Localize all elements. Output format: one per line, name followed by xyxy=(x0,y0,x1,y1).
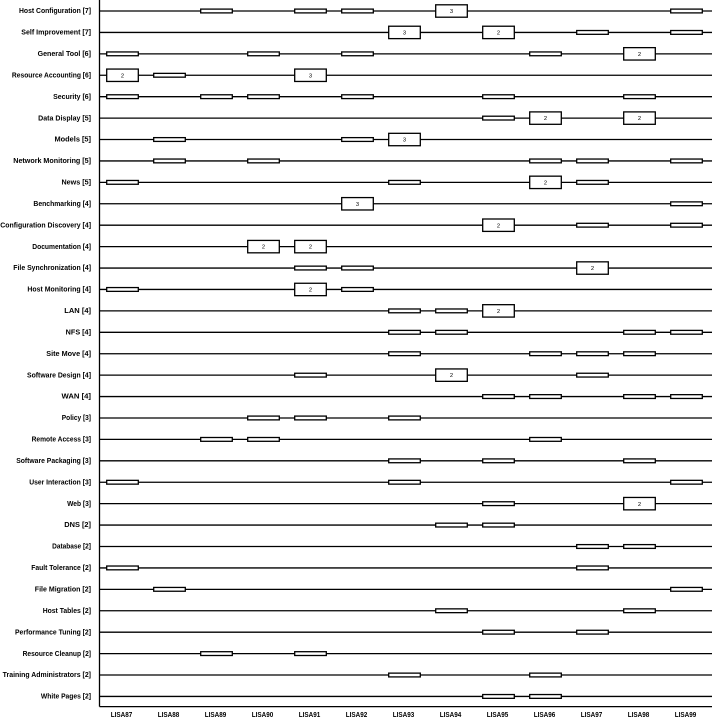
svg-text:2: 2 xyxy=(638,502,641,508)
svg-text:LISA90: LISA90 xyxy=(252,712,274,719)
svg-text:2: 2 xyxy=(262,245,265,251)
svg-text:LISA98: LISA98 xyxy=(628,712,650,719)
svg-text:2: 2 xyxy=(309,288,312,294)
svg-text:LISA88: LISA88 xyxy=(158,712,180,719)
svg-text:LAN [4]: LAN [4] xyxy=(64,308,91,315)
svg-text:Documentation [4]: Documentation [4] xyxy=(32,244,91,251)
svg-text:Host Monitoring [4]: Host Monitoring [4] xyxy=(27,287,91,294)
svg-text:LISA92: LISA92 xyxy=(346,712,368,719)
svg-text:Models [5]: Models [5] xyxy=(55,137,92,144)
svg-text:Remote Access [3]: Remote Access [3] xyxy=(32,437,91,444)
svg-text:2: 2 xyxy=(497,309,500,315)
svg-text:LISA91: LISA91 xyxy=(299,712,321,719)
svg-text:2: 2 xyxy=(450,373,453,379)
svg-text:2: 2 xyxy=(544,180,547,186)
svg-text:Self Improvement [7]: Self Improvement [7] xyxy=(21,30,91,37)
svg-text:LISA93: LISA93 xyxy=(393,712,415,719)
svg-text:Software Design [4]: Software Design [4] xyxy=(27,372,91,379)
svg-text:Security [6]: Security [6] xyxy=(53,94,91,101)
svg-text:Data Display [5]: Data Display [5] xyxy=(38,115,91,122)
svg-text:Benchmarking [4]: Benchmarking [4] xyxy=(33,201,91,208)
svg-text:User Interaction [3]: User Interaction [3] xyxy=(29,479,91,486)
svg-text:File Migration [2]: File Migration [2] xyxy=(35,586,91,593)
svg-text:LISA87: LISA87 xyxy=(111,712,133,719)
svg-text:DNS [2]: DNS [2] xyxy=(64,522,91,529)
svg-text:LISA89: LISA89 xyxy=(205,712,227,719)
svg-text:3: 3 xyxy=(309,73,312,79)
svg-text:2: 2 xyxy=(497,223,500,229)
svg-text:3: 3 xyxy=(356,202,359,208)
svg-text:LISA94: LISA94 xyxy=(440,712,462,719)
svg-text:LISA95: LISA95 xyxy=(487,712,509,719)
svg-text:LISA99: LISA99 xyxy=(675,712,697,719)
svg-text:Performance Tuning [2]: Performance Tuning [2] xyxy=(15,629,91,636)
svg-text:Configuration Discovery [4]: Configuration Discovery [4] xyxy=(0,222,91,229)
svg-text:2: 2 xyxy=(309,245,312,251)
svg-text:Web [3]: Web [3] xyxy=(67,501,91,508)
svg-text:File Synchronization [4]: File Synchronization [4] xyxy=(13,265,91,272)
svg-text:2: 2 xyxy=(544,116,547,122)
svg-text:3: 3 xyxy=(403,138,406,144)
svg-text:Resource Cleanup [2]: Resource Cleanup [2] xyxy=(23,651,91,658)
svg-text:Policy [3]: Policy [3] xyxy=(62,415,91,422)
svg-text:3: 3 xyxy=(450,9,453,15)
svg-text:WAN [4]: WAN [4] xyxy=(62,394,92,401)
svg-text:Host Configuration [7]: Host Configuration [7] xyxy=(19,8,91,15)
svg-text:NFS [4]: NFS [4] xyxy=(66,329,91,336)
svg-text:Training Administrators [2]: Training Administrators [2] xyxy=(3,672,91,679)
svg-text:2: 2 xyxy=(638,52,641,58)
svg-text:Software Packaging [3]: Software Packaging [3] xyxy=(16,458,91,465)
svg-text:LISA97: LISA97 xyxy=(581,712,603,719)
svg-text:Database [2]: Database [2] xyxy=(52,544,91,551)
svg-text:News [5]: News [5] xyxy=(62,180,92,187)
svg-text:2: 2 xyxy=(121,73,124,79)
svg-text:2: 2 xyxy=(497,31,500,37)
svg-text:Site Move [4]: Site Move [4] xyxy=(46,351,91,358)
svg-text:Network Monitoring [5]: Network Monitoring [5] xyxy=(13,158,91,165)
svg-text:Resource Accounting [6]: Resource Accounting [6] xyxy=(12,72,91,79)
svg-text:Host Tables [2]: Host Tables [2] xyxy=(43,608,91,615)
svg-text:LISA96: LISA96 xyxy=(534,712,556,719)
svg-text:2: 2 xyxy=(591,266,594,272)
svg-text:3: 3 xyxy=(403,31,406,37)
svg-text:Fault Tolerance [2]: Fault Tolerance [2] xyxy=(31,565,91,572)
svg-text:2: 2 xyxy=(638,116,641,122)
svg-text:White Pages [2]: White Pages [2] xyxy=(41,694,91,701)
svg-text:General Tool [6]: General Tool [6] xyxy=(38,51,91,58)
